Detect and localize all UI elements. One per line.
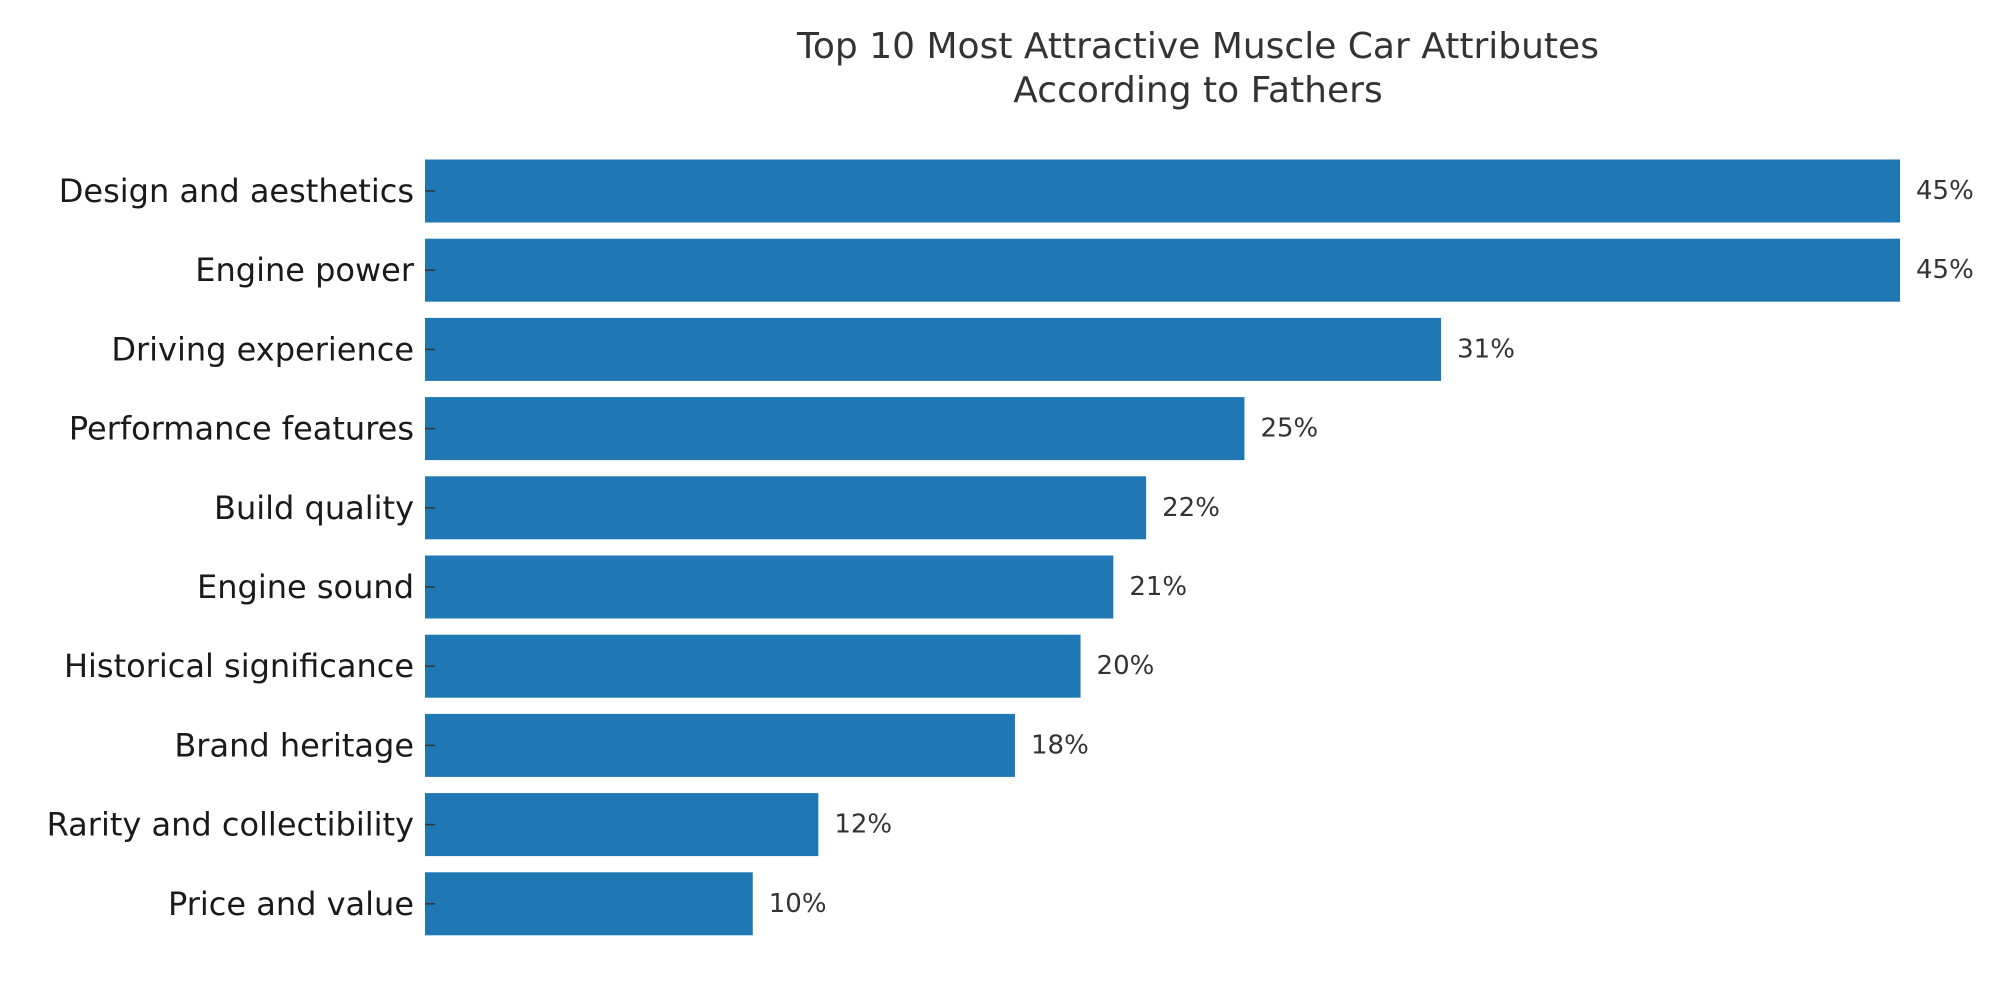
value-label: 25% — [1260, 414, 1318, 444]
value-label: 22% — [1162, 493, 1220, 523]
bar — [425, 555, 1114, 619]
bar — [425, 634, 1081, 698]
bar — [425, 397, 1245, 461]
value-label: 45% — [1916, 176, 1974, 206]
value-label: 20% — [1097, 651, 1155, 681]
category-label: Driving experience — [111, 330, 414, 368]
category-label: Design and aesthetics — [59, 172, 414, 210]
value-labels: 45% 45% 31% 25% 22% 21% 20% 18% 12% 10% — [769, 176, 1974, 919]
value-label: 21% — [1129, 572, 1187, 602]
category-label: Rarity and collectibility — [47, 806, 414, 844]
category-label: Build quality — [214, 489, 414, 527]
value-label: 18% — [1031, 730, 1089, 760]
category-label: Historical significance — [64, 647, 414, 685]
value-label: 31% — [1457, 334, 1515, 364]
category-ticks — [425, 190, 435, 905]
bar — [425, 159, 1900, 223]
bar — [425, 317, 1442, 381]
category-label: Performance features — [69, 410, 414, 448]
category-label: Brand heritage — [174, 726, 414, 764]
bar — [425, 476, 1147, 540]
bar — [425, 793, 819, 857]
chart-title-line: Top 10 Most Attractive Muscle Car Attrib… — [796, 26, 1599, 67]
bar — [425, 713, 1015, 777]
category-label: Engine sound — [197, 568, 414, 606]
chart-title: Top 10 Most Attractive Muscle Car Attrib… — [796, 26, 1599, 111]
value-label: 12% — [834, 810, 892, 840]
chart-title-line: According to Fathers — [1013, 70, 1382, 111]
bar — [425, 238, 1900, 302]
bar — [425, 872, 753, 936]
value-label: 45% — [1916, 255, 1974, 285]
value-label: 10% — [769, 889, 827, 919]
category-label: Price and value — [168, 885, 414, 923]
bars — [425, 159, 1900, 936]
category-label: Engine power — [195, 251, 415, 289]
category-labels: Design and aesthetics Engine power Driving… — [47, 172, 415, 923]
